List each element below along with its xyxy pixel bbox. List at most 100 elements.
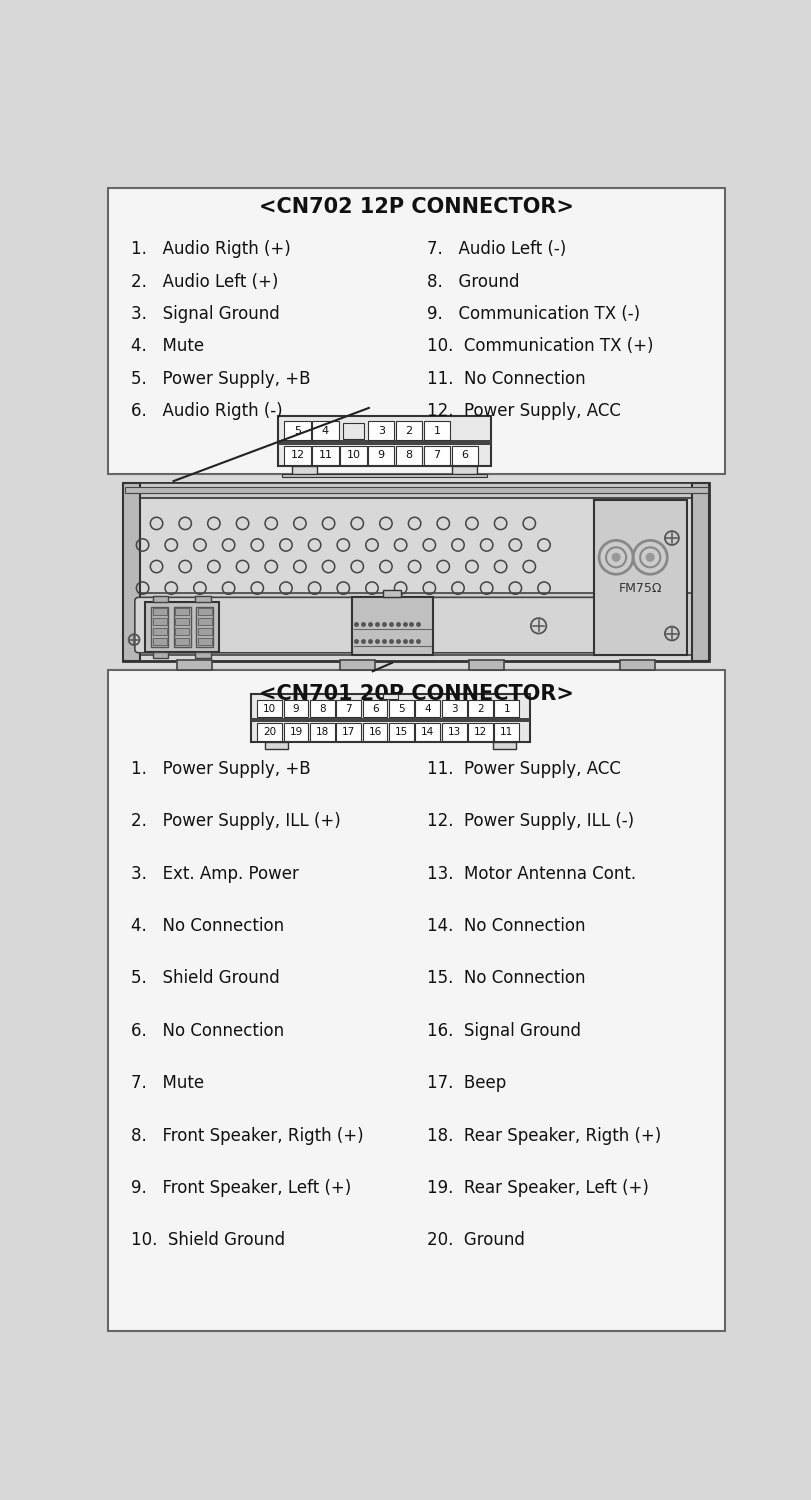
- Bar: [151, 606, 168, 648]
- Text: FM75Ω: FM75Ω: [619, 582, 662, 594]
- Bar: [396, 422, 422, 441]
- Text: 11: 11: [500, 726, 513, 736]
- Text: 19.  Rear Speaker, Left (+): 19. Rear Speaker, Left (+): [427, 1179, 648, 1197]
- Bar: [175, 608, 189, 615]
- Bar: [310, 699, 334, 717]
- Text: 6.   Audio Rigth (-): 6. Audio Rigth (-): [131, 402, 282, 420]
- Bar: [125, 483, 706, 498]
- Bar: [363, 723, 387, 741]
- Bar: [127, 594, 705, 656]
- Text: 16.  Signal Ground: 16. Signal Ground: [427, 1022, 581, 1040]
- Bar: [336, 723, 361, 741]
- Bar: [123, 483, 140, 662]
- Bar: [423, 422, 449, 441]
- Text: 13.  Motor Antenna Cont.: 13. Motor Antenna Cont.: [427, 865, 635, 883]
- Bar: [108, 188, 723, 474]
- Bar: [382, 590, 401, 597]
- Bar: [152, 596, 168, 602]
- FancyBboxPatch shape: [135, 597, 596, 652]
- Text: 2.   Audio Left (+): 2. Audio Left (+): [131, 273, 278, 291]
- Bar: [174, 606, 191, 648]
- Text: 10: 10: [346, 450, 360, 460]
- Text: 4.   No Connection: 4. No Connection: [131, 916, 284, 934]
- Text: 11: 11: [318, 450, 332, 460]
- Text: 12.  Power Supply, ILL (-): 12. Power Supply, ILL (-): [427, 813, 633, 831]
- Text: 15.  No Connection: 15. No Connection: [427, 969, 585, 987]
- Bar: [123, 483, 708, 662]
- Bar: [175, 638, 189, 645]
- Bar: [312, 422, 338, 441]
- Bar: [336, 699, 361, 717]
- Text: 1.   Audio Rigth (+): 1. Audio Rigth (+): [131, 240, 290, 258]
- Bar: [195, 652, 211, 658]
- Text: 4: 4: [321, 426, 328, 435]
- Bar: [257, 699, 281, 717]
- Bar: [494, 723, 518, 741]
- Bar: [251, 694, 530, 742]
- Bar: [340, 660, 375, 670]
- Bar: [620, 660, 654, 670]
- Text: 20.  Ground: 20. Ground: [427, 1232, 524, 1250]
- Bar: [363, 699, 387, 717]
- Text: 2.   Power Supply, ILL (+): 2. Power Supply, ILL (+): [131, 813, 341, 831]
- Text: 14.  No Connection: 14. No Connection: [427, 916, 585, 934]
- Bar: [257, 723, 281, 741]
- Text: 17: 17: [341, 726, 355, 736]
- Text: 6.   No Connection: 6. No Connection: [131, 1022, 284, 1040]
- Text: 3.   Ext. Amp. Power: 3. Ext. Amp. Power: [131, 865, 298, 883]
- Text: 2: 2: [406, 426, 412, 435]
- Text: 5.   Shield Ground: 5. Shield Ground: [131, 969, 279, 987]
- Bar: [251, 718, 530, 722]
- Text: 18: 18: [315, 726, 328, 736]
- Bar: [178, 660, 212, 670]
- Text: 16: 16: [368, 726, 381, 736]
- Text: 8.   Front Speaker, Rigth (+): 8. Front Speaker, Rigth (+): [131, 1126, 363, 1144]
- Text: 5.   Power Supply, +B: 5. Power Supply, +B: [131, 369, 310, 387]
- Bar: [278, 416, 490, 466]
- Bar: [284, 446, 311, 465]
- Circle shape: [646, 554, 654, 561]
- Bar: [283, 699, 308, 717]
- Bar: [691, 483, 708, 662]
- Bar: [152, 608, 166, 615]
- Text: 18.  Rear Speaker, Rigth (+): 18. Rear Speaker, Rigth (+): [427, 1126, 660, 1144]
- Text: 20: 20: [263, 726, 276, 736]
- Bar: [152, 628, 166, 634]
- Text: 5: 5: [294, 426, 301, 435]
- Bar: [144, 602, 218, 652]
- Text: 5: 5: [397, 704, 404, 714]
- Bar: [284, 422, 311, 441]
- Text: 14: 14: [421, 726, 434, 736]
- Text: 3.   Signal Ground: 3. Signal Ground: [131, 304, 279, 322]
- Bar: [197, 628, 212, 634]
- Bar: [441, 723, 466, 741]
- Bar: [152, 618, 166, 626]
- Bar: [451, 466, 476, 474]
- Bar: [264, 742, 288, 748]
- Text: 12.  Power Supply, ACC: 12. Power Supply, ACC: [427, 402, 620, 420]
- Text: 17.  Beep: 17. Beep: [427, 1074, 505, 1092]
- Text: 10.  Shield Ground: 10. Shield Ground: [131, 1232, 285, 1250]
- Bar: [467, 699, 492, 717]
- Text: 7.   Audio Left (-): 7. Audio Left (-): [427, 240, 565, 258]
- Text: 6: 6: [371, 704, 378, 714]
- Bar: [195, 596, 211, 602]
- Text: 1.   Power Supply, +B: 1. Power Supply, +B: [131, 760, 310, 778]
- Bar: [197, 618, 212, 626]
- Bar: [197, 608, 212, 615]
- Text: 8: 8: [406, 450, 412, 460]
- Text: 2: 2: [477, 704, 483, 714]
- Bar: [197, 638, 212, 645]
- Text: 4: 4: [424, 704, 431, 714]
- Text: 8.   Ground: 8. Ground: [427, 273, 519, 291]
- Bar: [396, 446, 422, 465]
- Bar: [351, 597, 432, 656]
- Text: 9: 9: [377, 450, 384, 460]
- Bar: [340, 446, 366, 465]
- Text: 3: 3: [450, 704, 457, 714]
- Text: 1: 1: [433, 426, 440, 435]
- Bar: [312, 446, 338, 465]
- Bar: [494, 699, 518, 717]
- Text: 4.   Mute: 4. Mute: [131, 338, 204, 356]
- Bar: [367, 422, 394, 441]
